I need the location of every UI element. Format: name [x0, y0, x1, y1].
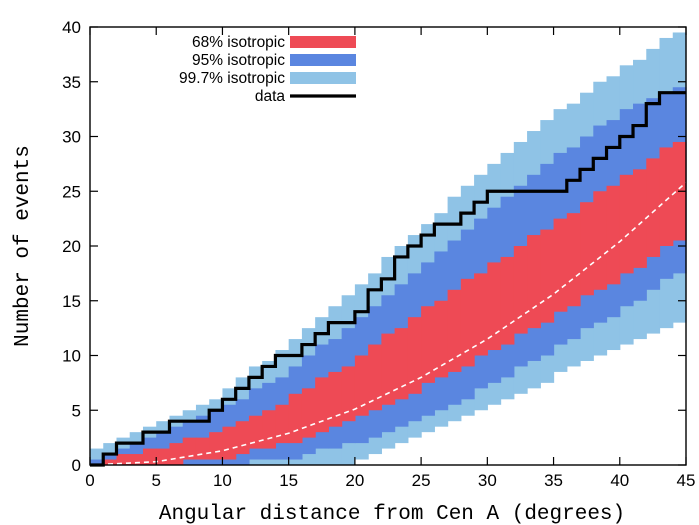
legend-label: 95% isotropic: [192, 52, 285, 69]
band-bar: [275, 404, 290, 444]
y-tick-label: 15: [62, 292, 81, 311]
x-tick-label: 45: [677, 471, 696, 490]
x-tick-label: 20: [345, 471, 364, 490]
band-bar: [527, 235, 541, 329]
confidence-bands: [90, 32, 687, 466]
y-tick-label: 40: [62, 18, 81, 37]
band-bar: [593, 191, 608, 290]
band-bar: [142, 448, 157, 465]
band-bar: [195, 437, 210, 460]
band-bar: [90, 459, 104, 465]
band-68-isotropic: [103, 141, 687, 465]
band-bar: [103, 459, 118, 465]
y-tick-label: 35: [62, 73, 81, 92]
band-bar: [209, 432, 224, 460]
band-bar: [580, 202, 594, 296]
band-bar: [407, 317, 422, 394]
band-bar: [235, 421, 250, 455]
band-bar: [182, 437, 197, 460]
band-bar: [659, 147, 674, 246]
band-bar: [354, 355, 369, 416]
y-tick-label: 5: [72, 401, 81, 420]
band-bar: [460, 278, 475, 367]
x-tick-label: 0: [85, 471, 94, 490]
x-tick-label: 35: [544, 471, 563, 490]
y-tick-label: 20: [62, 237, 81, 256]
band-bar: [301, 388, 316, 438]
band-bar: [487, 262, 502, 351]
band-bar: [341, 366, 356, 422]
band-bar: [129, 454, 144, 465]
legend-label: 99.7% isotropic: [179, 70, 285, 87]
band-bar: [315, 377, 329, 433]
x-tick-label: 40: [610, 471, 629, 490]
y-tick-label: 0: [72, 456, 81, 475]
band-bar: [646, 158, 661, 257]
x-tick-label: 5: [151, 471, 160, 490]
legend-swatch: [290, 54, 356, 66]
chart-lines: [89, 91, 687, 467]
band-bar: [434, 300, 449, 378]
legend-swatch: [290, 36, 356, 48]
band-bar: [633, 169, 647, 268]
legend-label: 68% isotropic: [192, 34, 285, 51]
expected-curve: [89, 181, 687, 466]
band-bar: [540, 229, 555, 323]
band-bar: [156, 448, 171, 465]
band-bar: [222, 426, 237, 460]
band-bar: [328, 371, 343, 427]
band-bar: [553, 218, 568, 312]
band-bar: [368, 344, 382, 411]
band-bar: [474, 273, 488, 356]
band-bar: [566, 213, 581, 307]
band-bar: [619, 174, 634, 274]
x-tick-label: 25: [412, 471, 431, 490]
band-bar: [288, 393, 303, 444]
band-bar: [394, 328, 409, 400]
band-bar: [606, 185, 621, 285]
band-bar: [169, 443, 184, 465]
x-tick-label: 30: [478, 471, 497, 490]
axes: 0 5 10 15 20 25 30 35 40 45 0 5 10 15 20 25 30 35 40: [62, 18, 695, 490]
legend-swatch: [290, 72, 356, 84]
band-bar: [513, 246, 528, 334]
band-bar: [381, 333, 396, 405]
x-axis-label: Angular distance from Cen A (degrees): [159, 503, 625, 525]
x-tick-label: 15: [279, 471, 298, 490]
band-bar: [116, 454, 131, 465]
x-tick-label: 10: [213, 471, 232, 490]
band-bar: [421, 306, 435, 383]
legend-label: data: [255, 88, 286, 105]
y-axis-label: Number of events: [12, 145, 35, 347]
y-tick-label: 30: [62, 128, 81, 147]
y-tick-label: 25: [62, 182, 81, 201]
band-bar: [447, 289, 462, 372]
data-step-line: [90, 91, 686, 467]
band-bar: [500, 256, 515, 345]
band-bar: [262, 410, 277, 449]
y-tick-label: 10: [62, 347, 81, 366]
